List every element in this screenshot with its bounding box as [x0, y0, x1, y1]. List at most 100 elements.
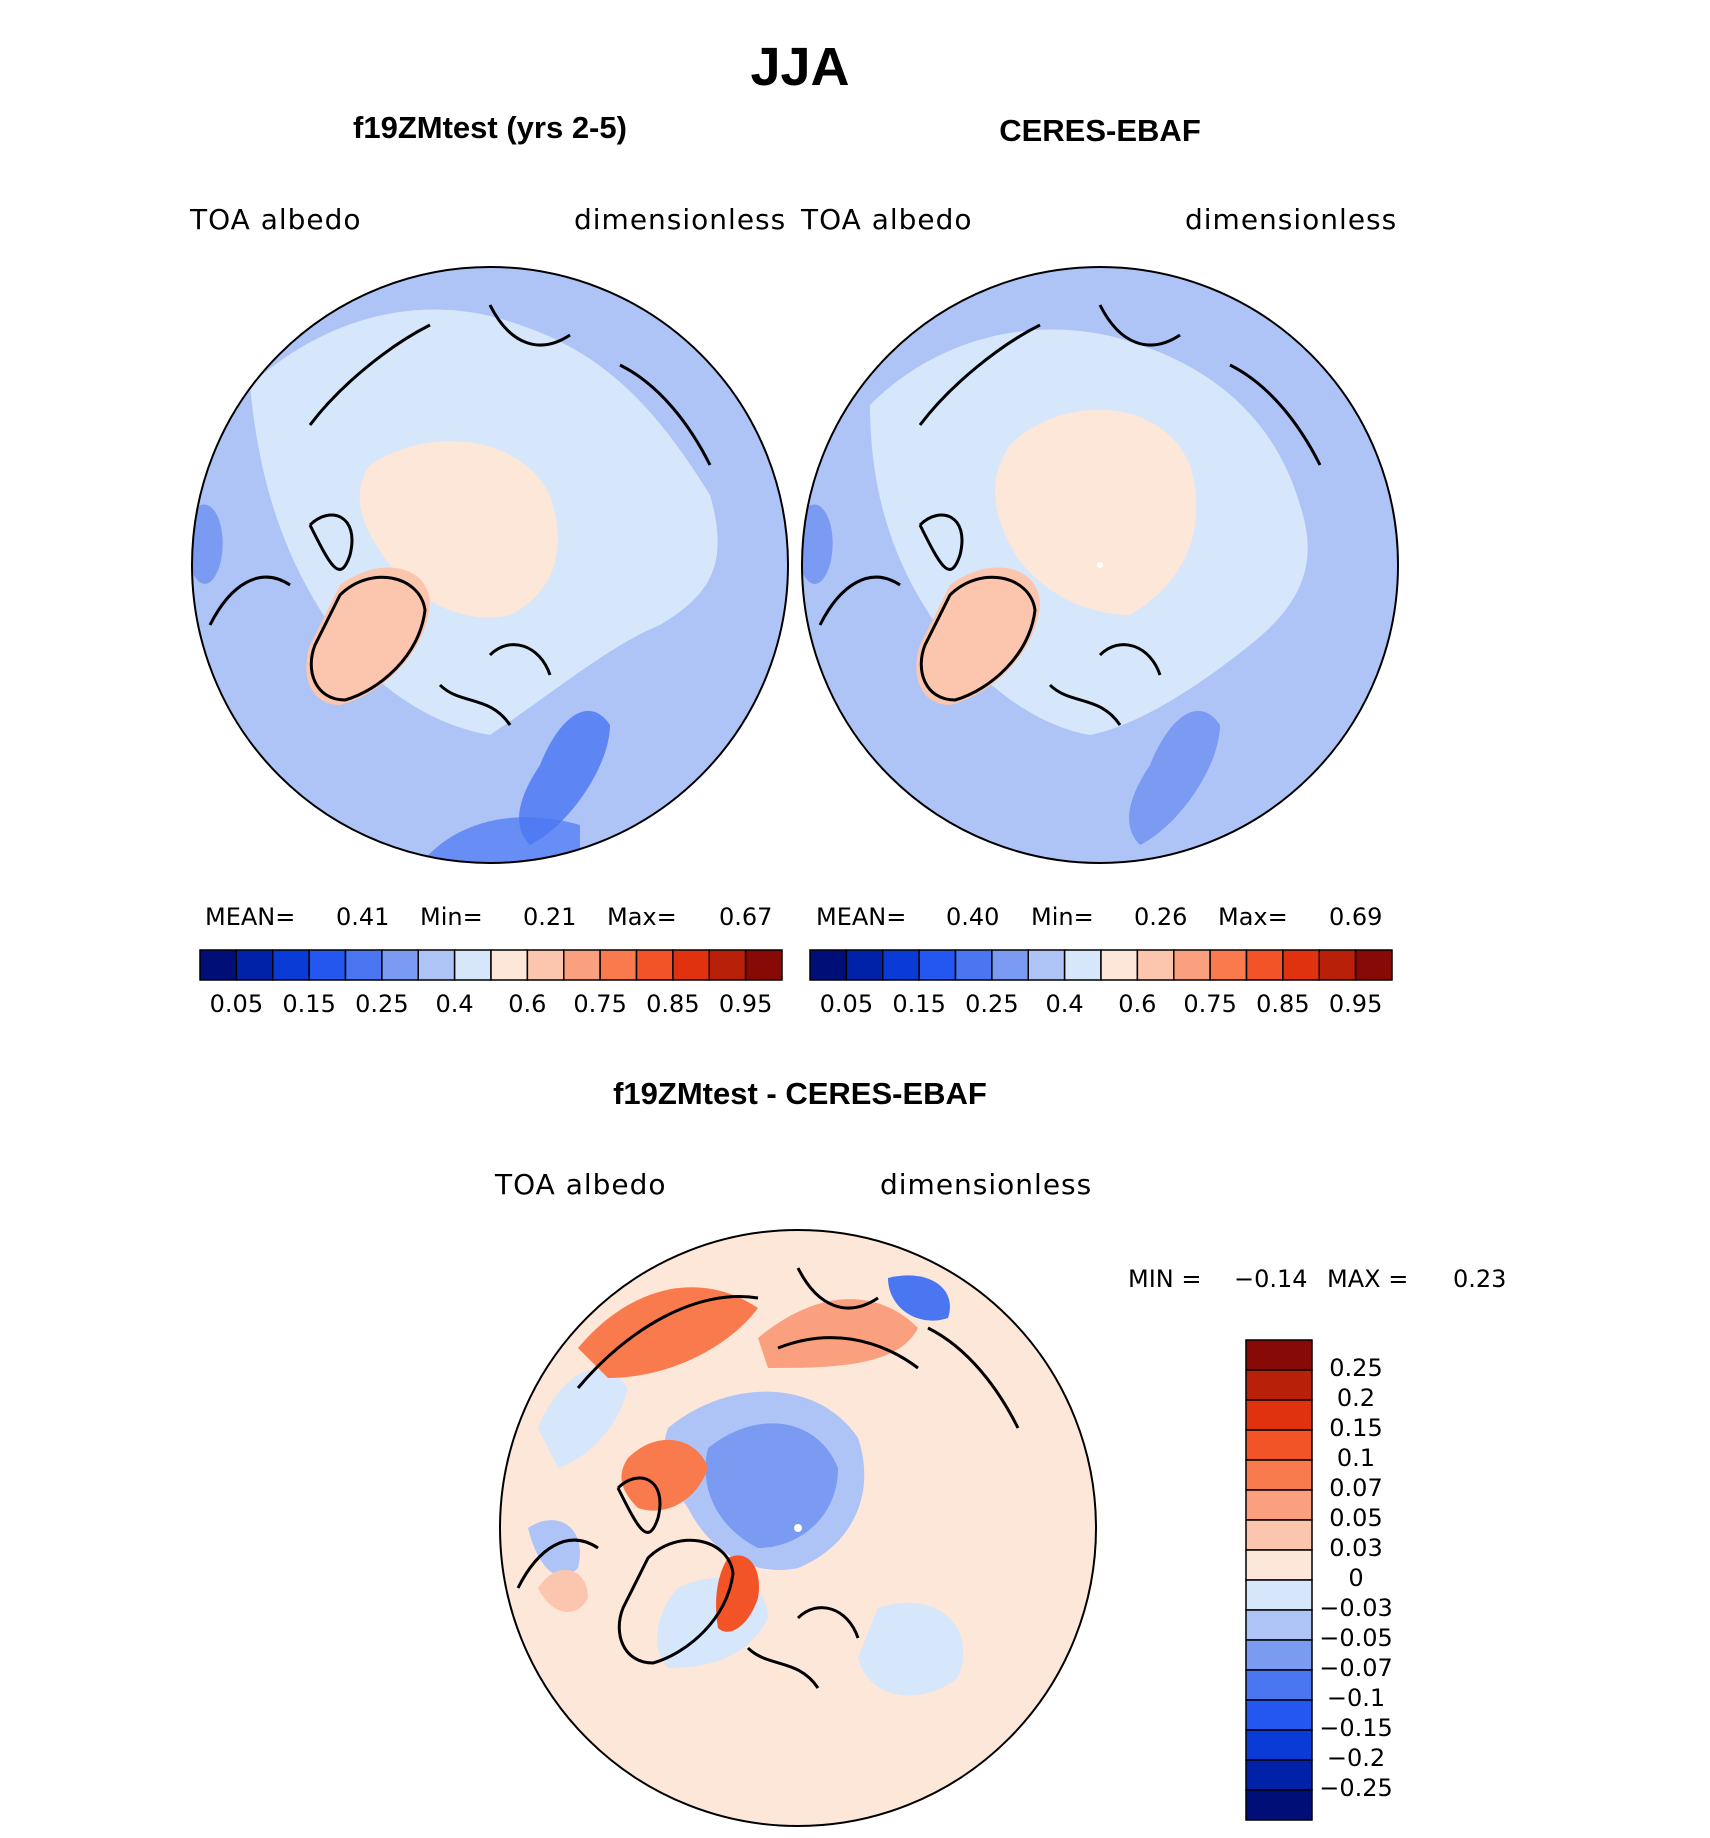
- panel-3-colorbar-swatch: [1245, 1489, 1313, 1521]
- panel-3-colorbar: [1245, 1339, 1313, 1821]
- panel-2-colorbar-swatch: [1209, 949, 1248, 981]
- panel-2-colorbar-swatch: [1173, 949, 1211, 981]
- panel-1-polar-map: [191, 266, 789, 864]
- panel-1-colorbar-swatch: [490, 949, 529, 981]
- panel-1-colorbar-tick-label: 0.75: [573, 990, 627, 1018]
- panel-3-variable-label: TOA albedo: [495, 1168, 667, 1201]
- panel-2-title: CERES-EBAF: [999, 113, 1201, 148]
- panel-2-colorbar-swatch: [1282, 949, 1320, 981]
- panel-2-colorbar-swatch: [809, 949, 848, 981]
- panel-2-colorbar-swatch: [918, 949, 957, 981]
- panel-1-colorbar-swatch: [563, 949, 601, 981]
- panel-2-colorbar-tick-label: 0.95: [1328, 990, 1383, 1018]
- panel-1-max-value: 0.67: [719, 903, 773, 931]
- panel-1-colorbar-swatch: [272, 949, 310, 981]
- panel-1-colorbar-tick-label: 0.95: [718, 990, 773, 1018]
- panel-1-colorbar-swatch: [308, 949, 347, 981]
- panel-3-colorbar-swatch: [1245, 1759, 1313, 1791]
- panel-3-colorbar-tick-label: 0.25: [1329, 1354, 1383, 1382]
- panel-1-colorbar-tick-label: 0.85: [646, 990, 700, 1018]
- panel-3-colorbar-tick-label: −0.25: [1319, 1774, 1393, 1802]
- panel-1-colorbar-swatch: [635, 949, 674, 981]
- panel-1-colorbar-swatch: [599, 949, 638, 981]
- panel-1-colorbar-swatch: [199, 949, 238, 981]
- panel-2-min-label: Min=: [1031, 903, 1094, 931]
- panel-2-colorbar-swatch: [991, 949, 1029, 981]
- panel-1-min-label: Min=: [420, 903, 483, 931]
- panel-2-colorbar-swatch: [1063, 949, 1102, 981]
- panel-2-mean-label: MEAN=: [816, 903, 907, 931]
- panel-2-mean-value: 0.40: [946, 903, 1000, 931]
- panel-1-colorbar-swatch: [672, 949, 710, 981]
- panel-2-colorbar-tick-label: 0.85: [1256, 990, 1310, 1018]
- panel-2-max-label: Max=: [1218, 903, 1288, 931]
- panel-3-colorbar-tick-label: 0.07: [1329, 1474, 1383, 1502]
- panel-3-min-label: MIN =: [1128, 1265, 1202, 1293]
- panel-3-title: f19ZMtest - CERES-EBAF: [613, 1076, 987, 1111]
- panel-3-colorbar-swatch: [1245, 1429, 1313, 1461]
- main-title: JJA: [750, 37, 850, 97]
- panel-1-colorbar-tick-label: 0.4: [435, 990, 474, 1018]
- panel-2-colorbar-tick-label: 0.6: [1118, 990, 1157, 1018]
- panel-2-colorbar-tick-label: 0.75: [1183, 990, 1237, 1018]
- panel-3-max-value: 0.23: [1453, 1265, 1507, 1293]
- panel-2-colorbar-tick-label: 0.25: [965, 990, 1019, 1018]
- panel-1-colorbar-swatch: [417, 949, 456, 981]
- panel-3-units-label: dimensionless: [880, 1168, 1093, 1201]
- panel-3-colorbar-swatch: [1245, 1609, 1313, 1641]
- panel-1-colorbar-swatch: [235, 949, 274, 981]
- panel-3-colorbar-swatch: [1245, 1639, 1313, 1671]
- panel-1-colorbar-tick-label: 0.15: [282, 990, 336, 1018]
- panel-3-colorbar-swatch: [1245, 1369, 1313, 1401]
- panel-2-variable-label: TOA albedo: [801, 203, 973, 236]
- panel-2-colorbar-swatch: [1245, 949, 1284, 981]
- panel-2-colorbar-tick-label: 0.15: [892, 990, 946, 1018]
- panel-2-colorbar-swatch: [954, 949, 993, 981]
- panel-2-colorbar-swatch: [1318, 949, 1357, 981]
- panel-2-max-value: 0.69: [1329, 903, 1383, 931]
- panel-3-colorbar-tick-label: −0.15: [1319, 1714, 1393, 1742]
- panel-2-colorbar-swatch: [1027, 949, 1066, 981]
- panel-1-colorbar-swatch: [344, 949, 383, 981]
- panel-3-colorbar-tick-label: 0.03: [1329, 1534, 1383, 1562]
- panel-1-colorbar-tick-label: 0.05: [209, 990, 264, 1018]
- panel-3-colorbar-swatch: [1245, 1339, 1313, 1371]
- panel-2-colorbar-tick-label: 0.05: [819, 990, 874, 1018]
- panel-1-colorbar-swatch: [744, 949, 783, 981]
- panel-3-colorbar-tick-label: 0.15: [1329, 1414, 1383, 1442]
- panel-1-variable-label: TOA albedo: [190, 203, 362, 236]
- panel-1-colorbar: [199, 949, 783, 981]
- panel-2-units-label: dimensionless: [1185, 203, 1398, 236]
- panel-1-colorbar-swatch: [453, 949, 492, 981]
- panel-2-colorbar-swatch: [882, 949, 920, 981]
- panel-3-colorbar-tick-label: 0.1: [1336, 1444, 1376, 1472]
- panel-2-colorbar: [809, 949, 1393, 981]
- panel-1-mean-value: 0.41: [336, 903, 390, 931]
- panel-1-colorbar-tick-label: 0.25: [355, 990, 409, 1018]
- panel-1-colorbar-swatch: [526, 949, 565, 981]
- panel-3-colorbar-tick-label: 0.2: [1336, 1384, 1376, 1412]
- panel-3-colorbar-swatch: [1245, 1549, 1313, 1581]
- panel-2-colorbar-swatch: [1136, 949, 1175, 981]
- panel-3-colorbar-swatch: [1245, 1699, 1313, 1731]
- panel-2-polar-map: [801, 266, 1399, 864]
- panel-3-colorbar-swatch: [1245, 1459, 1313, 1491]
- panel-3-colorbar-tick-label: −0.05: [1319, 1624, 1393, 1652]
- panel-3-min-value: −0.14: [1234, 1265, 1308, 1293]
- panel-1-title: f19ZMtest (yrs 2-5): [353, 110, 627, 145]
- panel-3-colorbar-tick-label: −0.07: [1319, 1654, 1393, 1682]
- panel-2-min-value: 0.26: [1134, 903, 1188, 931]
- panel-3-colorbar-tick-label: −0.03: [1319, 1594, 1393, 1622]
- panel-3-colorbar-swatch: [1245, 1729, 1313, 1761]
- panel-1-units-label: dimensionless: [574, 203, 787, 236]
- panel-3-polar-map: [499, 1229, 1097, 1827]
- panel-1-colorbar-swatch: [708, 949, 747, 981]
- panel-2-colorbar-swatch: [1100, 949, 1139, 981]
- panel-3-colorbar-swatch: [1245, 1579, 1313, 1611]
- panel-3-colorbar-swatch: [1245, 1519, 1313, 1551]
- panel-2-colorbar-tick-label: 0.4: [1045, 990, 1084, 1018]
- panel-3-colorbar-tick-label: −0.1: [1326, 1684, 1386, 1712]
- panel-1-max-label: Max=: [607, 903, 677, 931]
- panel-3-max-label: MAX =: [1327, 1265, 1409, 1293]
- panel-3-colorbar-swatch: [1245, 1669, 1313, 1701]
